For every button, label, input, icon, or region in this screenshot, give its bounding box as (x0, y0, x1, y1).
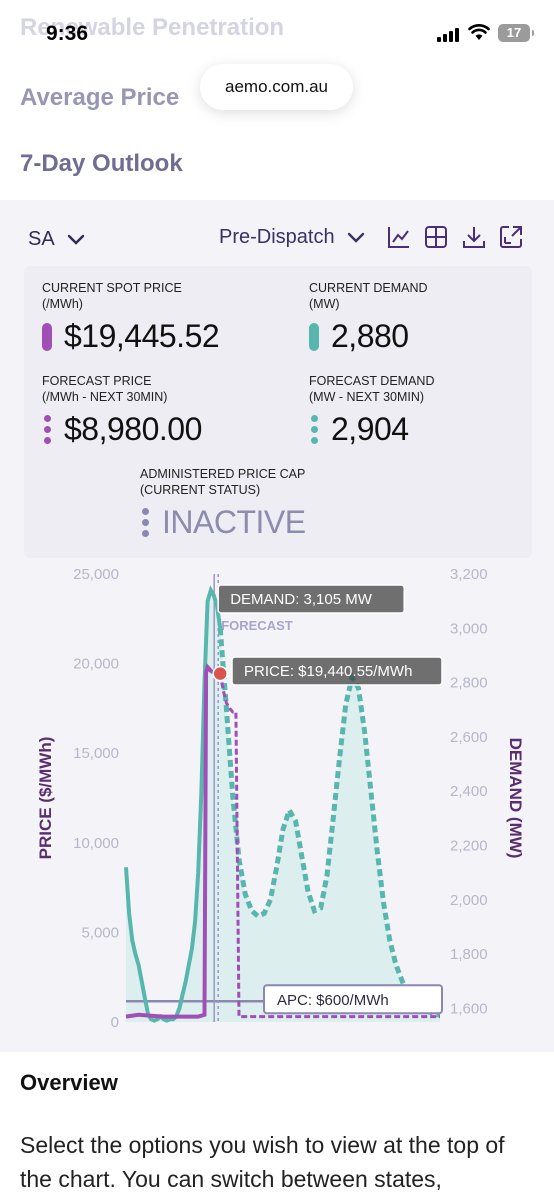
stat-label: ADMINISTERED PRICE CAP (140, 467, 306, 481)
hover-point (212, 665, 228, 682)
demand-legend-bar (309, 322, 319, 351)
left-axis-tick: 10,000 (73, 835, 119, 852)
stat-label: FORECAST DEMAND (309, 374, 435, 388)
spot-price-value: $19,445.52 (64, 318, 220, 354)
left-axis-tick: 25,000 (73, 566, 119, 583)
stat-forecast-price: FORECAST PRICE (/MWh - NEXT 30MIN) $8,98… (42, 373, 202, 448)
stat-sublabel: (/MWh) (42, 297, 83, 311)
apc-label-box (263, 984, 443, 1015)
demand-forecast-legend-dots (309, 415, 319, 444)
right-axis-tick: 2,400 (450, 783, 488, 800)
status-time: 9:36 (46, 22, 89, 45)
state-select[interactable]: SA (28, 228, 85, 251)
right-axis-tick: 3,200 (450, 566, 488, 583)
stat-label: CURRENT SPOT PRICE (42, 281, 182, 295)
price-legend-bar (42, 322, 52, 351)
right-axis-tick: 1,600 (450, 1000, 488, 1017)
stats-card: CURRENT SPOT PRICE (/MWh) $19,445.52 CUR… (24, 266, 532, 558)
right-axis-title: DEMAND (MW) (506, 738, 525, 859)
price-tooltip-box (231, 656, 443, 686)
right-axis-tick: 3,000 (450, 620, 488, 637)
demand-tooltip: DEMAND: 3,105 MW (230, 591, 373, 608)
right-axis-tick: 1,800 (450, 946, 488, 963)
expand-icon[interactable] (498, 224, 524, 250)
price-tooltip: PRICE: $19,440.55/MWh (244, 663, 412, 680)
download-icon[interactable] (461, 224, 487, 250)
nav-link-7-day-outlook[interactable]: 7-Day Outlook (20, 150, 183, 177)
overview-text: Select the options you wish to view at t… (20, 1132, 505, 1192)
cellular-signal-icon (437, 26, 459, 42)
price-forecast-line (218, 673, 440, 1019)
forecast-marker-label: FORECAST (221, 618, 293, 633)
stat-sublabel: (MW - NEXT 30MIN) (309, 390, 425, 404)
table-icon[interactable] (423, 224, 449, 250)
apc-status-value: INACTIVE (162, 504, 306, 540)
stat-sublabel: (CURRENT STATUS) (140, 483, 261, 497)
demand-forecast-line (217, 628, 441, 1018)
mode-select-value: Pre-Dispatch (219, 226, 335, 248)
right-axis-tick: 2,000 (450, 892, 488, 909)
left-axis-title: PRICE ($/MWh) (36, 737, 55, 860)
forecast-demand-value: 2,904 (331, 411, 409, 447)
chevron-down-icon (67, 234, 84, 245)
stat-current-demand: CURRENT DEMAND (MW) 2,880 (309, 280, 428, 355)
left-axis-tick: 20,000 (73, 656, 119, 673)
chart-icon[interactable] (386, 224, 412, 250)
stat-spot-price: CURRENT SPOT PRICE (/MWh) $19,445.52 (42, 280, 220, 355)
right-axis-tick: 2,200 (450, 838, 488, 855)
stat-label: CURRENT DEMAND (309, 281, 428, 295)
state-select-value: SA (28, 228, 55, 250)
demand-value: 2,880 (331, 318, 409, 354)
chart-toolbar: SA Pre-Dispatch (0, 220, 554, 256)
stat-forecast-demand: FORECAST DEMAND (MW - NEXT 30MIN) 2,904 (309, 373, 434, 448)
chevron-down-icon (347, 232, 364, 243)
demand-tooltip-box (217, 584, 405, 614)
stat-sublabel: (MW) (309, 297, 340, 311)
right-axis-tick: 2,800 (450, 675, 488, 692)
mode-select[interactable]: Pre-Dispatch (219, 226, 365, 249)
overview-title: Overview (20, 1070, 118, 1095)
apc-label: APC: $600/MWh (277, 992, 389, 1009)
price-demand-chart[interactable]: 25,000 20,000 15,000 10,000 5,000 0 3,200 3,000… (0, 560, 554, 1040)
forecast-price-value: $8,980.00 (64, 411, 202, 447)
battery-icon: 17 (498, 24, 534, 42)
stat-label: FORECAST PRICE (42, 374, 152, 388)
left-axis-tick: 0 (111, 1014, 119, 1031)
price-forecast-legend-dots (42, 415, 52, 444)
stat-apc-status: ADMINISTERED PRICE CAP (CURRENT STATUS) … (140, 466, 306, 541)
left-axis-tick: 5,000 (81, 924, 119, 941)
stat-sublabel: (/MWh - NEXT 30MIN) (42, 390, 168, 404)
wifi-icon (468, 24, 490, 40)
left-axis-tick: 15,000 (73, 745, 119, 762)
apc-legend-dots (140, 508, 150, 537)
url-bar[interactable]: aemo.com.au (200, 64, 353, 110)
nav-link-renewable[interactable]: Renewable Penetration (20, 14, 285, 41)
right-axis-tick: 2,600 (450, 729, 488, 746)
nav-link-average-price[interactable]: Average Price (20, 84, 180, 111)
status-bar: 9:36 17 (0, 0, 554, 60)
